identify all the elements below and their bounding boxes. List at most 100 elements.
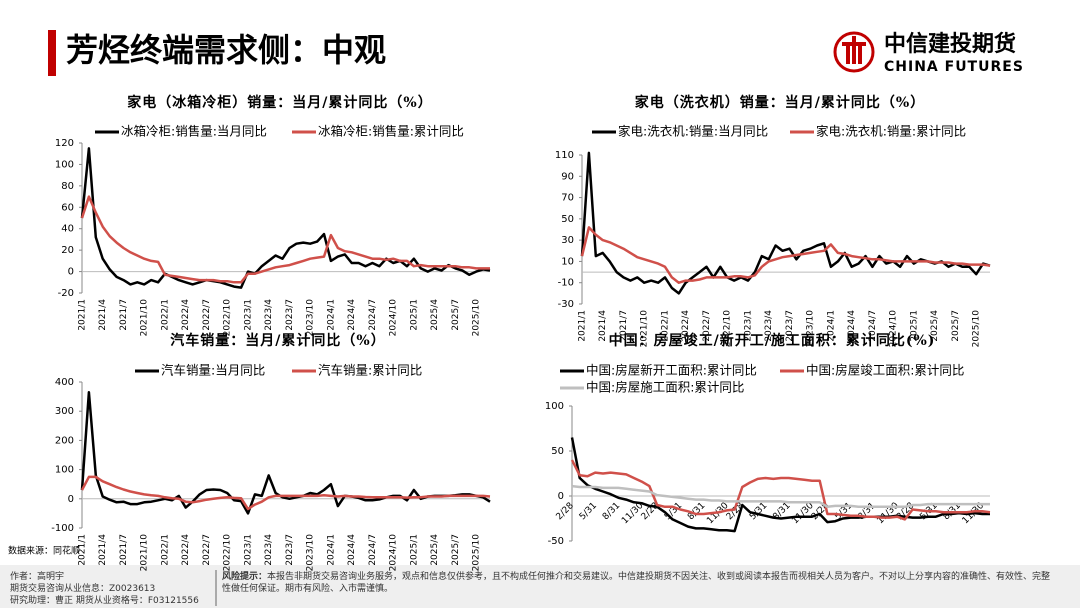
chart-title: 家电（冰箱冷柜）销量：当月/累计同比（%） xyxy=(127,94,432,111)
logo-en: CHINA FUTURES xyxy=(884,59,1024,75)
x-tick-label: 2023/7 xyxy=(285,299,295,331)
series-line xyxy=(580,151,991,295)
y-tick-label: -20 xyxy=(58,288,74,299)
x-tick-label: 2024/4 xyxy=(347,534,357,566)
x-tick-label: 2025/7 xyxy=(951,310,961,342)
legend-label: 家电:洗衣机:销量:当月同比 xyxy=(618,124,768,139)
x-tick-label: 2025/7 xyxy=(451,299,461,331)
license: 期货交易咨询从业信息：Z0023613 xyxy=(10,584,156,594)
chart-title: 中国：房屋竣工/新开工/施工面积：累计同比(%) xyxy=(609,332,936,349)
y-tick-label: 0 xyxy=(558,491,564,502)
risk-text: 本报告非期货交易咨询业务服务，观点和信息仅供参考，且不构成任何推介和交易建议。中… xyxy=(222,572,1051,594)
x-tick-label: 2022/10 xyxy=(723,310,733,348)
y-tick-label: 70 xyxy=(561,193,574,204)
y-tick-label: -100 xyxy=(51,523,74,534)
x-tick-label: 2021/7 xyxy=(619,310,629,342)
chart-title: 家电（洗衣机）销量：当月/累计同比（%） xyxy=(635,94,925,111)
x-tick-label: 2023/7 xyxy=(285,534,295,566)
legend-label: 中国:房屋施工面积:累计同比 xyxy=(586,380,744,395)
legend-label: 汽车销量:当月同比 xyxy=(161,363,265,378)
x-tick-label: 2025/10 xyxy=(472,299,482,337)
y-tick-label: -10 xyxy=(558,278,574,289)
x-tick-label: 2023/4 xyxy=(264,299,274,331)
x-tick-label: 2023/1 xyxy=(743,310,753,342)
x-tick-label: 2022/1 xyxy=(160,534,170,566)
x-tick-label: 2022/7 xyxy=(202,299,212,331)
x-tick-label: 2021/4 xyxy=(598,310,608,342)
title-bar xyxy=(48,30,56,76)
y-tick-label: 0 xyxy=(68,494,74,505)
x-tick-label: 5/31 xyxy=(578,501,599,522)
y-tick-label: 400 xyxy=(55,377,74,388)
x-tick-label: 2022/4 xyxy=(181,299,191,331)
page-title: 芳烃终端需求侧：中观 xyxy=(66,31,386,69)
y-tick-label: 100 xyxy=(55,159,74,170)
x-tick-label: 2024/1 xyxy=(326,534,336,566)
x-tick-label: 2023/4 xyxy=(764,310,774,342)
x-tick-label: 2022/4 xyxy=(681,310,691,342)
risk: 风险提示：本报告非期货交易咨询业务服务，观点和信息仅供参考，且不构成任何推介和交… xyxy=(222,571,1052,595)
y-tick-label: 100 xyxy=(55,465,74,476)
y-tick-label: -30 xyxy=(558,299,574,310)
x-tick-label: 2024/10 xyxy=(889,310,899,348)
y-tick-label: 120 xyxy=(55,138,74,149)
x-tick-label: 2024/7 xyxy=(368,299,378,331)
x-tick-label: 2021/1 xyxy=(578,310,588,342)
logo-cn: 中信建投期货 xyxy=(884,31,1016,57)
series-line xyxy=(80,147,491,289)
x-tick-label: 2021/1 xyxy=(78,534,88,566)
series-line xyxy=(80,475,491,511)
y-tick-label: 50 xyxy=(561,214,574,225)
legend-label: 中国:房屋竣工面积:累计同比 xyxy=(806,363,964,378)
legend-label: 冰箱冷柜:销售量:当月同比 xyxy=(121,124,267,139)
x-tick-label: 2024/7 xyxy=(368,534,378,566)
y-tick-label: 100 xyxy=(545,401,564,412)
x-tick-label: 2022/1 xyxy=(160,299,170,331)
logo-icon xyxy=(833,31,875,73)
x-tick-label: 2025/1 xyxy=(409,299,419,331)
assistant: 研究助理：曹正 期货从业资格号：F03121556 xyxy=(10,596,199,606)
y-tick-label: 40 xyxy=(61,224,74,235)
y-tick-label: 200 xyxy=(55,435,74,446)
y-tick-label: 30 xyxy=(561,235,574,246)
x-tick-label: 2024/7 xyxy=(868,310,878,342)
x-tick-label: 2025/10 xyxy=(472,534,482,572)
x-tick-label: 2023/1 xyxy=(243,534,253,566)
legend-label: 中国:房屋新开工面积:累计同比 xyxy=(586,363,757,378)
y-tick-label: 10 xyxy=(561,256,574,267)
x-tick-label: 2023/10 xyxy=(306,299,316,337)
y-tick-label: 300 xyxy=(55,406,74,417)
chart-title: 汽车销量：当月/累计同比（%） xyxy=(170,332,385,349)
x-tick-label: 2021/7 xyxy=(119,534,129,566)
x-tick-label: 2021/10 xyxy=(640,310,650,348)
x-tick-label: 2023/10 xyxy=(306,534,316,572)
x-tick-label: 2024/4 xyxy=(847,310,857,342)
x-tick-label: 2021/10 xyxy=(140,299,150,337)
y-tick-label: 50 xyxy=(551,446,564,457)
y-tick-label: 60 xyxy=(61,202,74,213)
x-tick-label: 2025/1 xyxy=(409,534,419,566)
source: 数据来源：同花顺 xyxy=(8,545,80,557)
y-tick-label: 0 xyxy=(68,267,74,278)
x-tick-label: 2021/10 xyxy=(140,534,150,572)
legend-label: 家电:洗衣机:销量:累计同比 xyxy=(816,124,966,139)
series-line xyxy=(580,226,991,284)
x-tick-label: 2023/4 xyxy=(264,534,274,566)
x-tick-label: 2/28 xyxy=(555,501,577,523)
series-line xyxy=(571,484,990,509)
y-tick-label: 90 xyxy=(561,171,574,182)
x-tick-label: 2024/1 xyxy=(326,299,336,331)
x-tick-label: 2025/7 xyxy=(451,534,461,566)
y-tick-label: 80 xyxy=(61,181,74,192)
footer-left: 作者：高明宇 期货交易咨询从业信息：Z0023613 研究助理：曹正 期货从业资… xyxy=(10,571,199,607)
y-tick-label: 110 xyxy=(555,150,574,161)
x-tick-label: 2023/7 xyxy=(785,310,795,342)
y-tick-label: -50 xyxy=(548,536,564,547)
x-tick-label: 2025/1 xyxy=(909,310,919,342)
x-tick-label: 2021/7 xyxy=(119,299,129,331)
series-line xyxy=(570,437,990,533)
y-tick-label: 20 xyxy=(61,245,74,256)
x-tick-label: 2023/1 xyxy=(243,299,253,331)
